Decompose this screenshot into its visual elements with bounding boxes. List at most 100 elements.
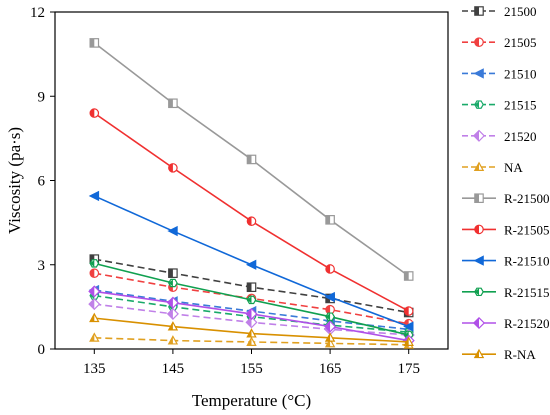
legend-label: R-21510 bbox=[504, 254, 550, 269]
data-point bbox=[89, 268, 100, 278]
y-tick-label: 0 bbox=[38, 342, 46, 358]
legend-item: R-21500 bbox=[462, 191, 550, 206]
legend-marker-half bbox=[474, 38, 479, 47]
data-point bbox=[167, 225, 178, 237]
data-point-half bbox=[247, 329, 252, 337]
axes: 135 145 155 165 175 0 3 6 9 12 bbox=[30, 5, 449, 377]
data-point-half bbox=[247, 155, 252, 164]
data-point bbox=[88, 285, 101, 298]
data-point-half bbox=[168, 99, 173, 108]
legend-item: R-21505 bbox=[462, 222, 550, 237]
data-point-half bbox=[404, 306, 409, 316]
data-point-half bbox=[168, 336, 173, 344]
legend-item: R-NA bbox=[462, 347, 536, 362]
data-point-half bbox=[90, 259, 95, 267]
data-point bbox=[168, 98, 178, 109]
data-point bbox=[245, 307, 258, 320]
legend-label: 21520 bbox=[504, 129, 537, 144]
x-tick-label: 145 bbox=[162, 361, 185, 377]
data-point bbox=[403, 321, 414, 332]
y-axis-title: Viscosity (pa·s) bbox=[5, 127, 24, 234]
y-tick-label: 3 bbox=[38, 258, 46, 274]
data-point-half bbox=[89, 298, 95, 310]
data-point-half bbox=[247, 296, 252, 304]
legend-label: R-21505 bbox=[504, 222, 550, 237]
data-point bbox=[167, 335, 179, 345]
y-tick-label: 9 bbox=[38, 89, 46, 105]
data-point-half bbox=[168, 322, 173, 330]
data-point-half bbox=[167, 297, 173, 308]
data-point bbox=[167, 225, 178, 237]
legend-marker bbox=[474, 287, 484, 297]
data-point bbox=[88, 298, 101, 311]
data-point-half bbox=[246, 317, 252, 328]
legend-marker-half bbox=[474, 194, 479, 203]
data-point-half bbox=[325, 264, 331, 274]
data-point-half bbox=[168, 268, 173, 278]
data-point bbox=[89, 38, 100, 48]
data-point bbox=[324, 332, 336, 342]
data-point bbox=[168, 268, 178, 278]
legend-item: 21520 bbox=[462, 129, 537, 144]
data-point bbox=[245, 316, 258, 329]
data-point-half bbox=[325, 333, 331, 342]
series-NA bbox=[89, 332, 414, 349]
legend-marker-half bbox=[473, 317, 479, 329]
data-point bbox=[324, 320, 337, 333]
legend-item: 21505 bbox=[462, 35, 537, 50]
data-point-half bbox=[404, 337, 409, 346]
data-point bbox=[167, 321, 179, 331]
series-R-NA bbox=[89, 312, 414, 346]
data-point bbox=[246, 328, 257, 338]
legend-marker bbox=[473, 68, 484, 79]
data-point-half bbox=[247, 217, 252, 226]
data-point bbox=[324, 291, 335, 303]
x-tick-label: 175 bbox=[397, 361, 420, 377]
data-point bbox=[403, 321, 414, 332]
legend-label: R-NA bbox=[504, 347, 536, 362]
data-point bbox=[324, 291, 335, 303]
series-R-21515 bbox=[89, 259, 414, 340]
legend-marker-half bbox=[474, 350, 479, 358]
data-point bbox=[246, 295, 257, 305]
data-point bbox=[89, 332, 100, 342]
data-point-half bbox=[90, 38, 95, 48]
data-point-half bbox=[404, 271, 409, 281]
legend-marker bbox=[474, 37, 484, 47]
data-point bbox=[166, 307, 179, 320]
series-R-21505 bbox=[89, 108, 414, 316]
data-point bbox=[325, 215, 335, 225]
data-point-half bbox=[90, 333, 95, 342]
legend-label: 21515 bbox=[504, 98, 537, 113]
legend-label: R-21515 bbox=[504, 285, 550, 300]
x-tick-label: 165 bbox=[319, 361, 342, 377]
data-point bbox=[246, 282, 257, 293]
y-tick-label: 6 bbox=[38, 174, 46, 190]
series-line bbox=[93, 195, 409, 328]
y-tick-label: 12 bbox=[30, 5, 45, 21]
data-point-half bbox=[325, 215, 331, 225]
legend-item: 21500 bbox=[462, 4, 537, 19]
legend-marker bbox=[474, 193, 484, 203]
data-point bbox=[168, 278, 178, 288]
legend: 21500 21505 21510 21515 21520 NA R-21500 R-2150… bbox=[462, 4, 550, 362]
data-point-half bbox=[247, 283, 252, 292]
data-point bbox=[89, 312, 100, 323]
legend-item: R-21510 bbox=[462, 254, 550, 269]
data-point bbox=[325, 264, 335, 274]
data-point bbox=[403, 306, 414, 316]
data-point-half bbox=[90, 268, 95, 278]
data-point-half bbox=[90, 313, 95, 322]
series-layer bbox=[88, 38, 415, 349]
legend-marker-half bbox=[474, 225, 479, 234]
data-point-half bbox=[247, 337, 252, 346]
data-point bbox=[88, 190, 100, 202]
legend-marker bbox=[474, 224, 484, 235]
data-point bbox=[89, 259, 100, 268]
legend-item: R-21515 bbox=[462, 285, 550, 300]
legend-item: NA bbox=[462, 160, 523, 175]
legend-marker bbox=[472, 316, 486, 330]
data-point bbox=[325, 304, 335, 315]
legend-marker bbox=[473, 68, 484, 79]
legend-item: 21510 bbox=[462, 66, 537, 81]
